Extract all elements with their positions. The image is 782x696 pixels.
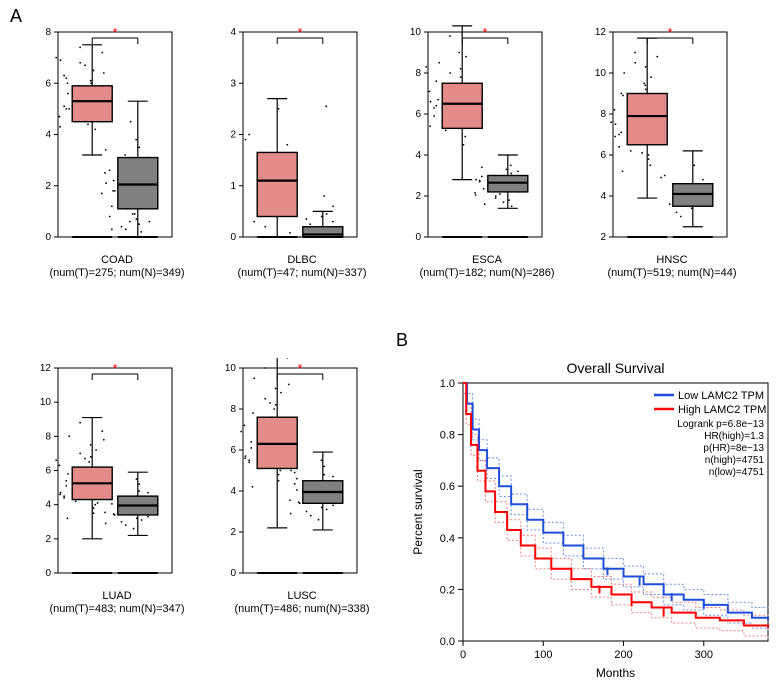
svg-text:8: 8: [415, 68, 421, 79]
svg-text:10: 10: [410, 27, 422, 38]
svg-text:10: 10: [40, 397, 52, 408]
svg-text:2: 2: [45, 534, 51, 545]
panel-label-b: B: [396, 330, 408, 351]
svg-text:HR(high)=1.3: HR(high)=1.3: [704, 431, 764, 442]
boxplot-caption-dlbc: DLBC(num(T)=47; num(N)=337): [213, 254, 391, 280]
svg-text:200: 200: [614, 649, 632, 661]
svg-text:8: 8: [230, 404, 236, 415]
svg-text:n(low)=4751: n(low)=4751: [709, 467, 765, 478]
svg-text:0.4: 0.4: [440, 533, 455, 545]
figure-root: A B 0 2 4 6 8 * COAD(num(T)=275; num(N)=349) 0 1…: [8, 8, 774, 688]
svg-text:Months: Months: [596, 666, 635, 680]
svg-text:8: 8: [600, 109, 606, 120]
svg-text:*: *: [112, 25, 117, 40]
svg-text:6: 6: [45, 78, 51, 89]
svg-text:12: 12: [595, 27, 607, 38]
svg-text:0: 0: [415, 232, 421, 243]
boxplot-coad: 0 2 4 6 8 * COAD(num(T)=275; num(N)=349): [28, 22, 206, 280]
boxplot-hnsc: 2 4 6 8 10 12 * HNSC(num(T)=519; num(N)=44): [583, 22, 761, 280]
svg-text:4: 4: [600, 191, 606, 202]
svg-text:Low LAMC2 TPM: Low LAMC2 TPM: [678, 390, 764, 402]
svg-text:4: 4: [45, 130, 51, 141]
svg-text:4: 4: [415, 150, 421, 161]
svg-text:Percent survival: Percent survival: [411, 469, 425, 554]
svg-text:6: 6: [415, 109, 421, 120]
svg-text:8: 8: [45, 431, 51, 442]
svg-text:0.6: 0.6: [440, 481, 455, 493]
svg-text:0: 0: [45, 568, 51, 579]
boxplot-caption-lusc: LUSC(num(T)=486; num(N)=338): [213, 590, 391, 616]
boxplot-esca: 0 2 4 6 8 10 * ESCA(num(T)=182; num(N)=286): [398, 22, 576, 280]
svg-text:3: 3: [230, 78, 236, 89]
svg-text:2: 2: [415, 191, 421, 202]
svg-text:2: 2: [230, 130, 236, 141]
svg-text:6: 6: [230, 445, 236, 456]
svg-text:1.0: 1.0: [440, 378, 455, 390]
boxplot-caption-coad: COAD(num(T)=275; num(N)=349): [28, 254, 206, 280]
svg-text:Logrank p=6.8e−13: Logrank p=6.8e−13: [677, 419, 764, 430]
svg-text:*: *: [482, 25, 487, 40]
svg-text:2: 2: [45, 181, 51, 192]
svg-text:0.2: 0.2: [440, 584, 455, 596]
svg-text:0.8: 0.8: [440, 430, 455, 442]
svg-text:4: 4: [230, 27, 236, 38]
svg-text:0: 0: [230, 232, 236, 243]
boxplot-dlbc: 0 1 2 3 4 * DLBC(num(T)=47; num(N)=337): [213, 22, 391, 280]
svg-text:4: 4: [45, 500, 51, 511]
svg-text:6: 6: [45, 466, 51, 477]
svg-text:10: 10: [595, 68, 607, 79]
svg-text:0: 0: [230, 568, 236, 579]
panel-label-a: A: [10, 6, 22, 27]
boxplot-caption-hnsc: HNSC(num(T)=519; num(N)=44): [583, 254, 761, 280]
svg-text:12: 12: [40, 363, 52, 374]
svg-text:8: 8: [45, 27, 51, 38]
svg-text:p(HR)=8e−13: p(HR)=8e−13: [703, 443, 764, 454]
svg-text:n(high)=4751: n(high)=4751: [705, 455, 765, 466]
svg-text:300: 300: [695, 649, 713, 661]
svg-text:100: 100: [534, 649, 552, 661]
boxplot-caption-esca: ESCA(num(T)=182; num(N)=286): [398, 254, 576, 280]
boxplot-lusc: 0 2 4 6 8 10 * LUSC(num(T)=486; num(N)=338): [213, 358, 391, 616]
boxplot-caption-luad: LUAD(num(T)=483; num(N)=347): [28, 590, 206, 616]
svg-text:1: 1: [230, 181, 236, 192]
svg-text:4: 4: [230, 486, 236, 497]
survival-panel: Overall Survival 0.0 0.2 0.4 0.6 0.8 1.0 0 100 20…: [408, 353, 778, 688]
svg-text:2: 2: [230, 527, 236, 538]
svg-text:*: *: [112, 361, 117, 376]
svg-text:0: 0: [45, 232, 51, 243]
svg-text:High LAMC2 TPM: High LAMC2 TPM: [678, 404, 766, 416]
svg-text:*: *: [297, 361, 302, 376]
svg-text:2: 2: [600, 232, 606, 243]
svg-text:*: *: [667, 25, 672, 40]
svg-text:*: *: [297, 25, 302, 40]
svg-text:Overall Survival: Overall Survival: [566, 360, 664, 376]
svg-text:0.0: 0.0: [440, 636, 455, 648]
svg-text:0: 0: [460, 649, 466, 661]
boxplot-luad: 0 2 4 6 8 10 12 * LUAD(num(T)=483; num(N)=347): [28, 358, 206, 616]
svg-text:6: 6: [600, 150, 606, 161]
svg-text:10: 10: [225, 363, 237, 374]
